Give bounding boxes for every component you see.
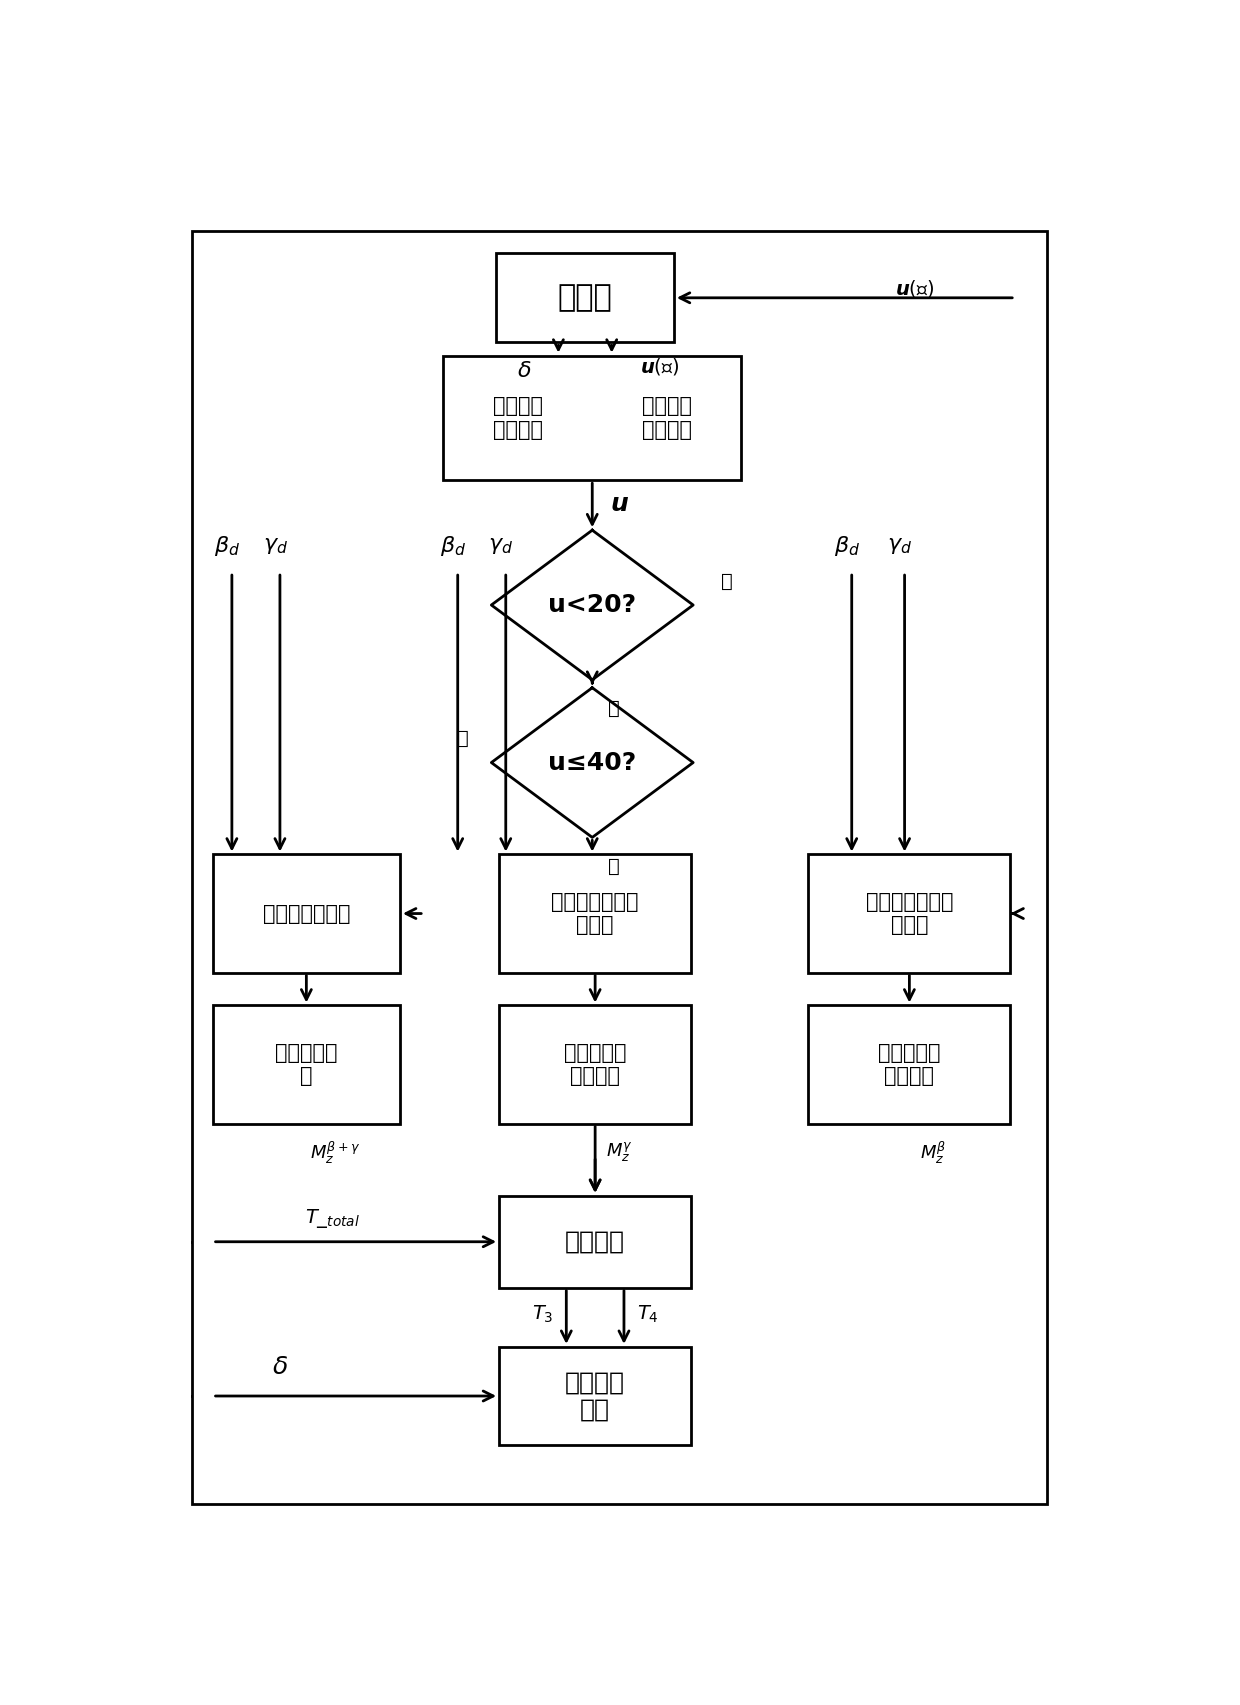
Text: 横摆角速度滑模
控制器: 横摆角速度滑模 控制器: [552, 892, 639, 934]
Text: 联合滑模控制器: 联合滑模控制器: [263, 904, 350, 924]
Text: 力矩分配: 力矩分配: [565, 1229, 625, 1253]
Text: $\beta_d$: $\beta_d$: [833, 534, 861, 558]
Bar: [191, 230, 1047, 1504]
Text: 质心偏转角滑模
控制器: 质心偏转角滑模 控制器: [866, 892, 954, 934]
Text: $\gamma_d$: $\gamma_d$: [263, 535, 288, 556]
Text: 联合横摆力
矩: 联合横摆力 矩: [275, 1043, 337, 1086]
Text: $\boldsymbol{u}$(回): $\boldsymbol{u}$(回): [894, 278, 934, 300]
Bar: [496, 252, 675, 343]
Text: $\gamma_d$: $\gamma_d$: [489, 535, 513, 556]
Text: $\delta$: $\delta$: [272, 1355, 288, 1379]
Bar: [213, 854, 401, 972]
Text: $\beta_d$: $\beta_d$: [440, 534, 466, 558]
Text: 否: 否: [608, 699, 619, 718]
Text: 否: 否: [608, 858, 619, 876]
Text: $T\__{total}$: $T\__{total}$: [305, 1207, 361, 1229]
Text: 车辆二自
由度模型: 车辆二自 由度模型: [492, 396, 543, 440]
Text: u<20?: u<20?: [548, 593, 636, 617]
Bar: [808, 854, 1011, 972]
Text: $\boldsymbol{u}$: $\boldsymbol{u}$: [610, 493, 629, 517]
Bar: [498, 1347, 691, 1446]
Bar: [444, 356, 742, 481]
Text: 横摆角速度
横摆力矩: 横摆角速度 横摆力矩: [564, 1043, 626, 1086]
Text: $\beta_d$: $\beta_d$: [215, 534, 241, 558]
Text: $M_z^{\beta+\gamma}$: $M_z^{\beta+\gamma}$: [310, 1139, 361, 1166]
Text: 是: 是: [456, 730, 469, 748]
Bar: [498, 1195, 691, 1287]
Text: $\gamma_d$: $\gamma_d$: [888, 535, 913, 556]
Text: $M_z^{\gamma}$: $M_z^{\gamma}$: [606, 1141, 632, 1165]
Bar: [498, 1006, 691, 1124]
Bar: [498, 854, 691, 972]
Bar: [213, 1006, 401, 1124]
Bar: [808, 1006, 1011, 1124]
Text: $T_3$: $T_3$: [532, 1303, 553, 1325]
Text: $M_z^{\beta}$: $M_z^{\beta}$: [920, 1139, 946, 1166]
Text: 质心偏转角
横摆力矩: 质心偏转角 横摆力矩: [878, 1043, 941, 1086]
Text: 车辆七自
由度模型: 车辆七自 由度模型: [642, 396, 692, 440]
Text: u≤40?: u≤40?: [548, 750, 636, 774]
Text: $\boldsymbol{u}$(出): $\boldsymbol{u}$(出): [640, 356, 680, 377]
Text: $T_4$: $T_4$: [637, 1303, 658, 1325]
Text: 是: 是: [720, 571, 733, 592]
Text: 驾驶员: 驾驶员: [558, 283, 613, 312]
Text: 车辆运行
实况: 车辆运行 实况: [565, 1371, 625, 1422]
Text: $\delta$: $\delta$: [517, 361, 532, 382]
